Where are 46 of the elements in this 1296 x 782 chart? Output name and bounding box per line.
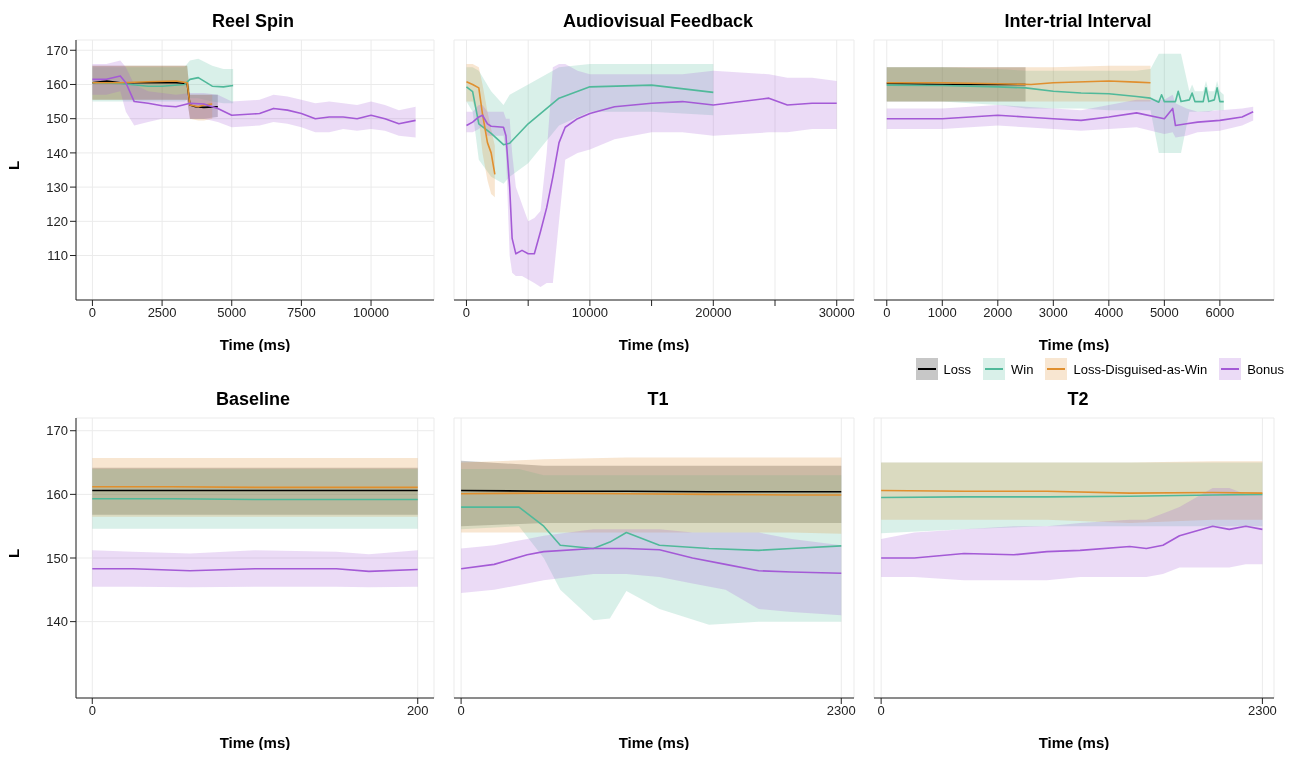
x-tick-label: 20000: [695, 305, 732, 321]
y-axis-title: L: [5, 548, 23, 558]
x-tick-label: 3000: [1038, 305, 1068, 321]
x-tick-label: 2300: [826, 703, 856, 719]
chart-title: Audiovisual Feedback: [561, 10, 755, 33]
legend-label: Loss: [943, 361, 972, 377]
x-tick-label: 2300: [1247, 703, 1277, 719]
x-tick-label: 6000: [1205, 305, 1235, 321]
y-tick-label: 160: [46, 486, 68, 502]
x-tick-label: 10000: [352, 305, 390, 321]
chart-title: Baseline: [214, 388, 291, 411]
y-tick-label: 120: [46, 213, 68, 229]
x-tick-label: 10000: [571, 305, 608, 321]
x-tick-label: 5000: [217, 305, 247, 321]
chart-title: Inter-trial Interval: [1003, 10, 1153, 33]
x-tick-label: 5000: [1149, 305, 1179, 321]
chart-title: T1: [646, 388, 670, 411]
x-tick-label: 0: [457, 703, 465, 719]
x-tick-label: 200: [406, 703, 429, 719]
y-tick-label: 110: [47, 248, 68, 264]
x-tick-label: 0: [462, 305, 471, 321]
y-tick-label: 150: [46, 111, 68, 127]
x-tick-label: 4000: [1094, 305, 1124, 321]
legend-label: Bonus: [1247, 361, 1284, 377]
y-tick-label: 160: [46, 77, 68, 93]
x-tick-label: 0: [88, 305, 97, 321]
y-axis-title: L: [5, 160, 23, 170]
y-tick-label: 140: [46, 145, 68, 161]
legend-label: Win: [1011, 361, 1034, 377]
y-tick-label: 170: [46, 423, 68, 439]
y-tick-label: 140: [46, 614, 68, 630]
chart-title: T2: [1066, 388, 1090, 411]
x-tick-label: 0: [883, 305, 891, 321]
line-series: [91, 75, 417, 125]
y-tick-label: 170: [46, 42, 68, 58]
y-tick-label: 150: [46, 550, 68, 566]
chart-title: Reel Spin: [211, 10, 295, 33]
x-tick-label: 30000: [818, 305, 855, 321]
legend-label: Loss-Disguised-as-Win: [1073, 361, 1208, 377]
x-tick-label: 7500: [286, 305, 316, 321]
x-tick-label: 1000: [927, 305, 957, 321]
x-tick-label: 0: [877, 703, 885, 719]
x-tick-label: 2000: [983, 305, 1013, 321]
x-tick-label: 0: [88, 703, 96, 719]
x-tick-label: 2500: [147, 305, 177, 321]
y-tick-label: 130: [46, 179, 68, 195]
